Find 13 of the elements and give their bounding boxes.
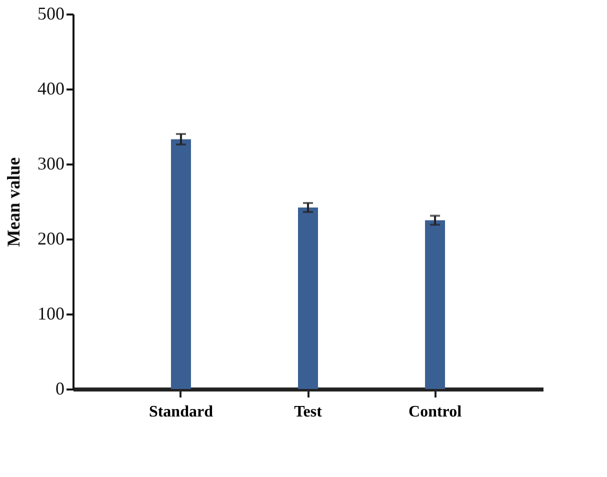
y-tick-label: 200	[38, 228, 64, 248]
y-axis-title: Mean value	[4, 157, 24, 247]
y-tick-label: 100	[38, 304, 64, 324]
x-tick-label: Test	[294, 404, 323, 420]
bar	[298, 208, 318, 389]
bar	[170, 139, 191, 389]
bar	[425, 220, 446, 389]
y-tick-label: 0	[56, 378, 64, 398]
y-tick-label: 300	[38, 154, 64, 174]
y-tick-label: 500	[38, 4, 64, 24]
x-tick-label: Standard	[148, 404, 214, 420]
x-tick-label: Control	[408, 404, 462, 420]
y-tick-label: 400	[38, 78, 64, 98]
